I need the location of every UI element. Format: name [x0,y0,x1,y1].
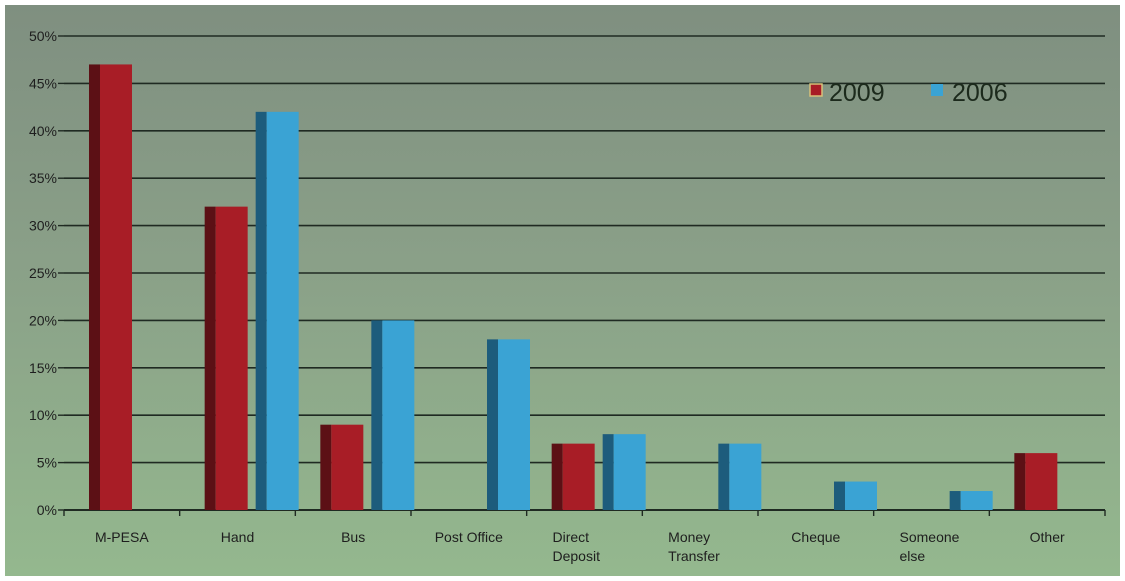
bar-2009 [100,64,132,510]
x-category-label: M-PESA [95,529,149,545]
bar-side-2009 [551,443,563,510]
bar-side-2006 [487,339,498,510]
bar-side-2006 [371,320,383,510]
bar-side-2006 [949,491,961,510]
bar-chart: 0% 5% 10% 15% 20% 25% 30% 35% 40% 45% 50% M-PESA Ha… [29,28,1106,564]
y-tick-label: 25% [29,265,57,281]
bar-side-2009 [89,64,100,510]
bar-2006 [960,491,993,510]
x-category-label: Hand [221,529,254,545]
x-category-label: Money Transfer [668,529,720,564]
legend-label-2009: 2009 [829,79,885,107]
y-tick-label: 50% [29,28,57,44]
bar-2006 [498,339,530,510]
legend-swatch-2009 [809,83,823,97]
y-tick-label: 15% [29,360,57,376]
bar-side-2009 [320,424,332,510]
x-category-label: Someone else [900,529,960,564]
bar-2006 [845,481,877,510]
bar-2009 [331,424,364,510]
bar-side-2006 [834,481,845,510]
bar-2009 [1025,453,1058,510]
bar-side-2006 [602,434,614,510]
legend: 2009 2006 [809,79,1008,107]
bar-2006 [266,111,299,510]
chart-panel: 0% 5% 10% 15% 20% 25% 30% 35% 40% 45% 50% M-PESA Ha… [5,5,1120,576]
x-category-label: Post Office [435,529,503,545]
legend-label-2006: 2006 [952,79,1008,107]
y-tick-label: 0% [37,502,57,518]
bars [89,64,1058,510]
y-tick-label: 40% [29,123,57,139]
y-tick-label: 5% [37,455,57,471]
legend-swatch-2006 [931,84,943,96]
y-tick-label: 35% [29,170,57,186]
bar-side-2009 [204,206,216,510]
y-tick-label: 30% [29,218,57,234]
x-category-label: Cheque [791,529,840,545]
y-tick-label: 20% [29,312,57,328]
bar-2006 [613,434,646,510]
bar-2009 [562,443,595,510]
y-tick-label: 10% [29,407,57,423]
x-category-label: Bus [341,529,365,545]
x-axis-categories: M-PESA Hand Bus Post Office Direct Deposit Mon… [95,529,1065,564]
bar-2006 [382,320,415,510]
bar-side-2006 [718,443,730,510]
bar-side-2006 [255,111,267,510]
x-category-label: Other [1030,529,1065,545]
bar-side-2009 [1014,453,1026,510]
bar-2006 [729,443,762,510]
x-category-label: Direct Deposit [553,529,601,564]
y-axis-ticks: 0% 5% 10% 15% 20% 25% 30% 35% 40% 45% 50% [29,28,64,518]
y-tick-label: 45% [29,75,57,91]
bar-2009 [215,206,248,510]
